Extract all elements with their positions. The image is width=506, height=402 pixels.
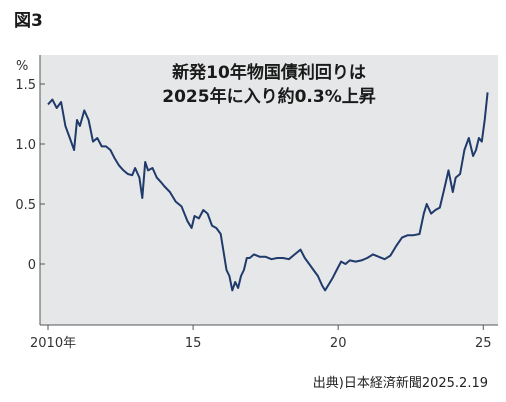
chart-title-line-2: 2025年に入り約0.3%上昇: [162, 87, 376, 107]
tick-labels-group: 1.5 1.0 0.5 0 2010年 15 20 25: [15, 78, 491, 351]
y-axis-unit-label: %: [16, 59, 29, 74]
axes-group: [39, 55, 498, 330]
x-tick-label: 20: [330, 336, 347, 351]
x-tick-label: 2010年: [30, 336, 76, 351]
source-note: 出典)日本経済新聞2025.2.19: [312, 376, 488, 391]
x-tick-label: 15: [185, 336, 202, 351]
y-tick-label: 0: [28, 258, 36, 273]
chart-title-line-1: 新発10年物国債利回りは: [172, 63, 366, 83]
figure-label: 図3: [14, 11, 43, 31]
y-tick-label: 1.5: [15, 78, 36, 93]
series-group: [47, 92, 489, 292]
y-tick-label: 0.5: [15, 198, 36, 213]
y-tick-label: 1.0: [15, 138, 36, 153]
series-line: [47, 92, 489, 292]
plot-area: [40, 55, 498, 325]
x-tick-label: 25: [475, 336, 492, 351]
